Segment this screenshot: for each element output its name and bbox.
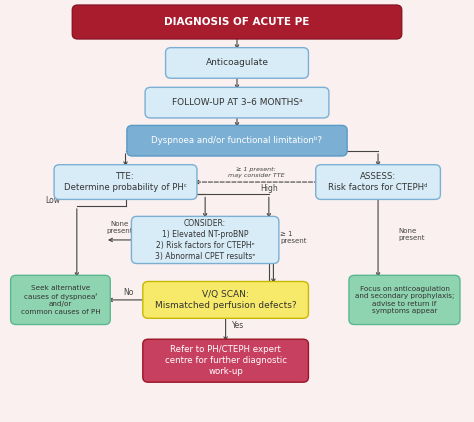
Text: CONSIDER:
1) Elevated NT-proBNP
2) Risk factors for CTEPHᵉ
3) Abnormal CPET resu: CONSIDER: 1) Elevated NT-proBNP 2) Risk … <box>155 219 255 261</box>
Text: Yes: Yes <box>232 321 245 330</box>
Text: None
present: None present <box>106 221 133 234</box>
Text: High: High <box>260 184 277 193</box>
Text: No: No <box>124 288 134 298</box>
Text: No: No <box>305 140 315 149</box>
FancyBboxPatch shape <box>316 165 440 200</box>
Text: Dyspnoea and/or functional limitationᵇ?: Dyspnoea and/or functional limitationᵇ? <box>152 136 322 145</box>
FancyBboxPatch shape <box>143 281 309 318</box>
FancyBboxPatch shape <box>127 125 347 156</box>
Text: V/Q SCAN:
Mismatched perfusion defects?: V/Q SCAN: Mismatched perfusion defects? <box>155 290 296 310</box>
FancyBboxPatch shape <box>143 339 309 382</box>
Text: Intermediate: Intermediate <box>128 186 173 192</box>
FancyBboxPatch shape <box>165 48 309 78</box>
Text: Anticoagulate: Anticoagulate <box>206 58 268 68</box>
Text: FOLLOW-UP AT 3–6 MONTHSᵃ: FOLLOW-UP AT 3–6 MONTHSᵃ <box>172 98 302 107</box>
Text: Low: Low <box>45 196 60 205</box>
FancyBboxPatch shape <box>54 165 197 200</box>
Text: Seek alternative
causes of dyspnoeaᶠ
and/or
common causes of PH: Seek alternative causes of dyspnoeaᶠ and… <box>20 285 100 315</box>
FancyBboxPatch shape <box>131 216 279 263</box>
FancyBboxPatch shape <box>10 275 110 325</box>
Text: ASSESS:
Risk factors for CTEPHᵈ: ASSESS: Risk factors for CTEPHᵈ <box>328 172 428 192</box>
Text: TTE:
Determine probability of PHᶜ: TTE: Determine probability of PHᶜ <box>64 172 187 192</box>
Text: ≥ 1 present:
may consider TTE: ≥ 1 present: may consider TTE <box>228 167 284 178</box>
Text: DIAGNOSIS OF ACUTE PE: DIAGNOSIS OF ACUTE PE <box>164 17 310 27</box>
Text: Focus on anticoagulation
and secondary prophylaxis;
advise to return if
symptoms: Focus on anticoagulation and secondary p… <box>355 286 454 314</box>
Text: None
present: None present <box>399 228 425 241</box>
Text: Refer to PH/CTEPH expert
centre for further diagnostic
work-up: Refer to PH/CTEPH expert centre for furt… <box>164 345 287 376</box>
Text: Yes: Yes <box>172 140 184 149</box>
FancyBboxPatch shape <box>349 275 460 325</box>
Text: ≥ 1
present: ≥ 1 present <box>280 231 307 244</box>
FancyBboxPatch shape <box>145 87 329 118</box>
FancyBboxPatch shape <box>72 5 402 39</box>
